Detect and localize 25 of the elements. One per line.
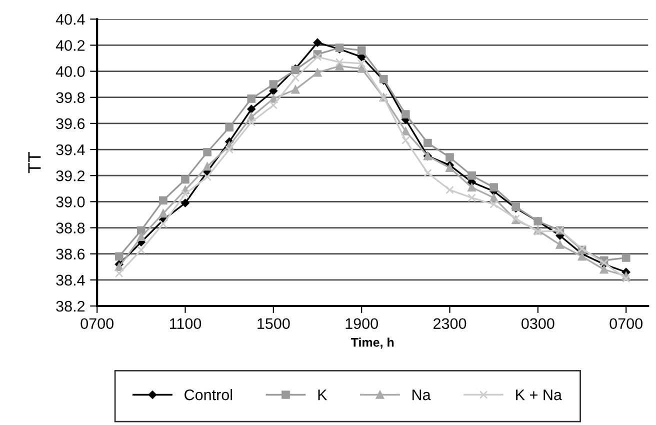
- x-tick-label: 0700: [80, 318, 114, 330]
- y-tick-label: 40.0: [56, 66, 85, 77]
- legend-label: K + Na: [516, 390, 562, 400]
- x-tick-label: 2300: [434, 318, 466, 330]
- y-tick-label: 39.6: [56, 118, 85, 130]
- x-tick-label: 1100: [170, 318, 202, 330]
- y-tick-label: 38.8: [56, 222, 85, 234]
- x-axis-title: Time, h: [350, 338, 394, 349]
- y-tick-label: 39.2: [56, 170, 85, 182]
- y-axis-title: TT: [28, 152, 41, 174]
- legend-label: Na: [412, 390, 431, 400]
- x-tick-label: 0700: [610, 318, 642, 330]
- y-tick-label: 38.2: [56, 300, 85, 312]
- legend-label: K: [318, 390, 328, 400]
- y-tick-label: 38.4: [56, 274, 85, 286]
- y-tick-label: 39.0: [56, 196, 85, 208]
- y-tick-label: 39.4: [56, 144, 85, 156]
- y-tick-label: 38.6: [56, 248, 85, 260]
- y-tick-label: 40.2: [56, 40, 85, 51]
- legend-label: Control: [184, 389, 232, 400]
- y-tick-label: 39.8: [56, 92, 85, 104]
- x-tick-label: 1500: [258, 318, 290, 330]
- x-tick-label: 1900: [346, 318, 378, 330]
- x-tick-label: 0300: [522, 318, 554, 330]
- y-tick-label: 40.4: [56, 14, 85, 25]
